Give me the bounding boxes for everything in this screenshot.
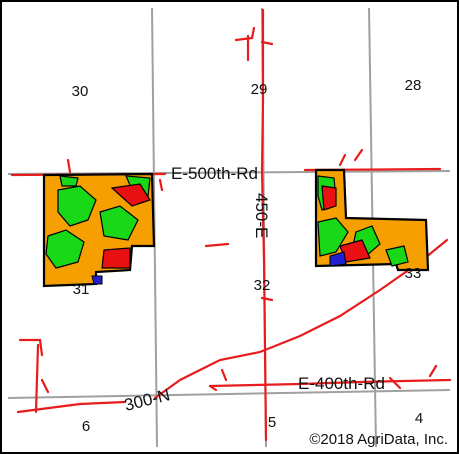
section-label-4: 4 bbox=[415, 410, 423, 427]
road-spur-top bbox=[234, 26, 274, 62]
field-west[interactable] bbox=[42, 172, 156, 288]
road-spur-s bbox=[208, 368, 228, 392]
field-west-green-zones bbox=[45, 175, 151, 269]
field-west-blue-zone bbox=[91, 275, 103, 285]
road-spur-se bbox=[388, 364, 438, 390]
road-e400 bbox=[208, 378, 452, 388]
copyright-text: ©2018 AgriData, Inc. bbox=[309, 431, 448, 448]
section-label-28: 28 bbox=[405, 77, 422, 94]
road-spur-west bbox=[18, 338, 50, 414]
field-west-red-zones bbox=[101, 183, 151, 269]
road-300n bbox=[16, 400, 127, 414]
road-diagonal bbox=[153, 238, 449, 400]
road-spur-mid bbox=[204, 242, 274, 302]
road-450e bbox=[260, 8, 268, 442]
section-label-31: 31 bbox=[73, 281, 90, 298]
field-east-blue-zone bbox=[329, 251, 347, 267]
field-east[interactable] bbox=[314, 168, 430, 272]
section-line-south bbox=[7, 389, 451, 399]
road-spur-nw bbox=[66, 158, 164, 192]
section-label-30: 30 bbox=[72, 83, 89, 100]
road-label-e400: E-400th-Rd bbox=[298, 374, 385, 393]
section-label-29: 29 bbox=[251, 81, 268, 98]
section-label-5: 5 bbox=[268, 414, 276, 431]
road-label-450e: 450-E bbox=[252, 193, 271, 238]
section-label-33: 33 bbox=[405, 265, 422, 282]
road-label-e500: E-500th-Rd bbox=[171, 164, 258, 183]
road-spur-ne bbox=[338, 148, 364, 167]
section-label-6: 6 bbox=[82, 418, 90, 435]
section-label-32: 32 bbox=[254, 277, 271, 294]
